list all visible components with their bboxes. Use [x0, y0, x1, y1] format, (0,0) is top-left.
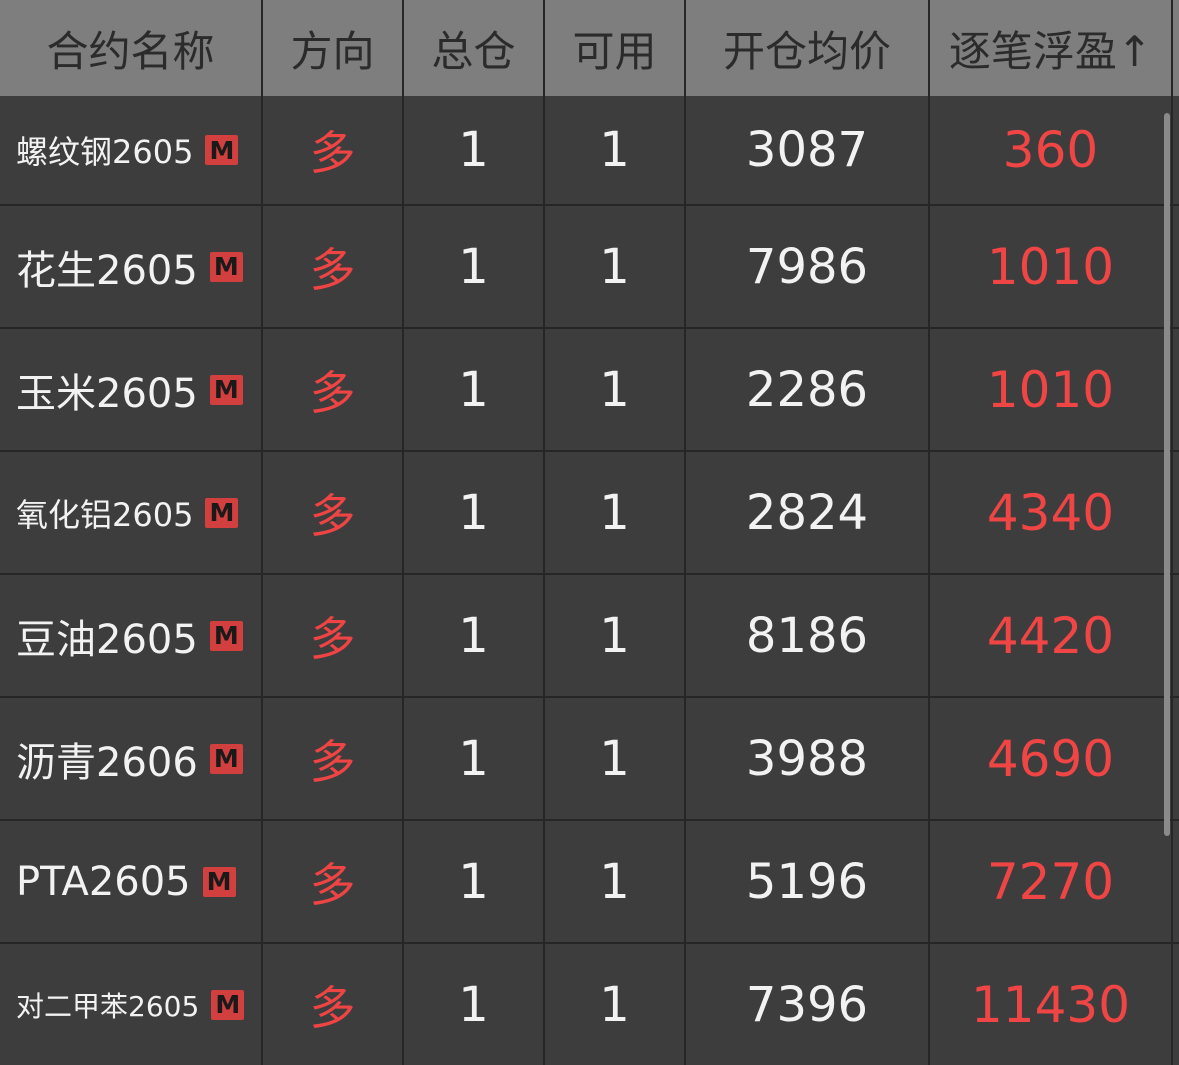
- avg-open-price: 2824: [686, 452, 930, 573]
- direction: 多: [263, 96, 404, 204]
- total-position: 1: [404, 944, 545, 1065]
- market-badge: M: [209, 374, 243, 405]
- direction: 多: [263, 575, 404, 696]
- row-spacer: [1173, 575, 1179, 696]
- contract-name-cell: 螺纹钢2605 M: [0, 96, 263, 204]
- total-position: 1: [404, 96, 545, 204]
- row-spacer: [1173, 96, 1179, 204]
- contract-name: 玉米2605: [16, 370, 198, 417]
- contract-name: 对二甲苯2605: [16, 989, 200, 1023]
- contract-name-cell: 豆油2605 M: [0, 575, 263, 696]
- float-pnl: 4340: [930, 452, 1173, 573]
- table-row[interactable]: 氧化铝2605 M 多 1 1 2824 4340: [0, 452, 1179, 575]
- table-row[interactable]: 花生2605 M 多 1 1 7986 1010: [0, 206, 1179, 329]
- row-spacer: [1173, 944, 1179, 1065]
- contract-name: 花生2605: [16, 247, 198, 294]
- contract-name-cell: 氧化铝2605 M: [0, 452, 263, 573]
- avg-open-price: 7986: [686, 206, 930, 327]
- total-position: 1: [404, 329, 545, 450]
- direction: 多: [263, 698, 404, 819]
- row-spacer: [1173, 821, 1179, 942]
- available-position: 1: [545, 329, 686, 450]
- header-total[interactable]: 总仓: [404, 0, 545, 96]
- table-row[interactable]: 对二甲苯2605 M 多 1 1 7396 11430: [0, 944, 1179, 1065]
- contract-name-cell: 对二甲苯2605 M: [0, 944, 263, 1065]
- direction: 多: [263, 452, 404, 573]
- contract-name-cell: 沥青2606 M: [0, 698, 263, 819]
- header-spacer: [1173, 0, 1179, 96]
- float-pnl: 1010: [930, 329, 1173, 450]
- available-position: 1: [545, 944, 686, 1065]
- avg-open-price: 3988: [686, 698, 930, 819]
- market-badge: M: [202, 866, 236, 897]
- direction: 多: [263, 206, 404, 327]
- table-body: 螺纹钢2605 M 多 1 1 3087 360 花生2605 M 多 1 1 79…: [0, 96, 1179, 1065]
- avg-open-price: 8186: [686, 575, 930, 696]
- table-row[interactable]: 螺纹钢2605 M 多 1 1 3087 360: [0, 96, 1179, 206]
- avg-open-price: 7396: [686, 944, 930, 1065]
- header-float-pnl[interactable]: 逐笔浮盈↑: [930, 0, 1173, 96]
- total-position: 1: [404, 575, 545, 696]
- direction: 多: [263, 944, 404, 1065]
- table-row[interactable]: PTA2605 M 多 1 1 5196 7270: [0, 821, 1179, 944]
- row-spacer: [1173, 329, 1179, 450]
- available-position: 1: [545, 206, 686, 327]
- market-badge: M: [209, 251, 243, 282]
- float-pnl: 11430: [930, 944, 1173, 1065]
- row-spacer: [1173, 206, 1179, 327]
- avg-open-price: 3087: [686, 96, 930, 204]
- available-position: 1: [545, 821, 686, 942]
- market-badge: M: [209, 620, 243, 651]
- market-badge: M: [205, 135, 239, 165]
- scrollbar[interactable]: [1164, 113, 1170, 836]
- float-pnl: 1010: [930, 206, 1173, 327]
- available-position: 1: [545, 96, 686, 204]
- available-position: 1: [545, 452, 686, 573]
- float-pnl: 4420: [930, 575, 1173, 696]
- row-spacer: [1173, 452, 1179, 573]
- contract-name-cell: 玉米2605 M: [0, 329, 263, 450]
- header-name[interactable]: 合约名称: [0, 0, 263, 96]
- market-badge: M: [205, 497, 239, 528]
- total-position: 1: [404, 206, 545, 327]
- avg-open-price: 5196: [686, 821, 930, 942]
- market-badge: M: [211, 989, 245, 1020]
- contract-name-cell: PTA2605 M: [0, 821, 263, 942]
- avg-open-price: 2286: [686, 329, 930, 450]
- table-header: 合约名称 方向 总仓 可用 开仓均价 逐笔浮盈↑: [0, 0, 1179, 96]
- total-position: 1: [404, 698, 545, 819]
- table-row[interactable]: 豆油2605 M 多 1 1 8186 4420: [0, 575, 1179, 698]
- contract-name-cell: 花生2605 M: [0, 206, 263, 327]
- contract-name: PTA2605: [16, 858, 191, 905]
- contract-name: 沥青2606: [16, 739, 198, 786]
- available-position: 1: [545, 575, 686, 696]
- direction: 多: [263, 821, 404, 942]
- direction: 多: [263, 329, 404, 450]
- total-position: 1: [404, 452, 545, 573]
- contract-name: 豆油2605: [16, 616, 198, 663]
- float-pnl: 360: [930, 96, 1173, 204]
- table-row[interactable]: 玉米2605 M 多 1 1 2286 1010: [0, 329, 1179, 452]
- available-position: 1: [545, 698, 686, 819]
- total-position: 1: [404, 821, 545, 942]
- header-available[interactable]: 可用: [545, 0, 686, 96]
- contract-name: 螺纹钢2605: [16, 133, 194, 171]
- header-avg-price[interactable]: 开仓均价: [686, 0, 930, 96]
- float-pnl: 7270: [930, 821, 1173, 942]
- header-direction[interactable]: 方向: [263, 0, 404, 96]
- contract-name: 氧化铝2605: [16, 495, 194, 534]
- market-badge: M: [209, 743, 243, 774]
- row-spacer: [1173, 698, 1179, 819]
- float-pnl: 4690: [930, 698, 1173, 819]
- table-row[interactable]: 沥青2606 M 多 1 1 3988 4690: [0, 698, 1179, 821]
